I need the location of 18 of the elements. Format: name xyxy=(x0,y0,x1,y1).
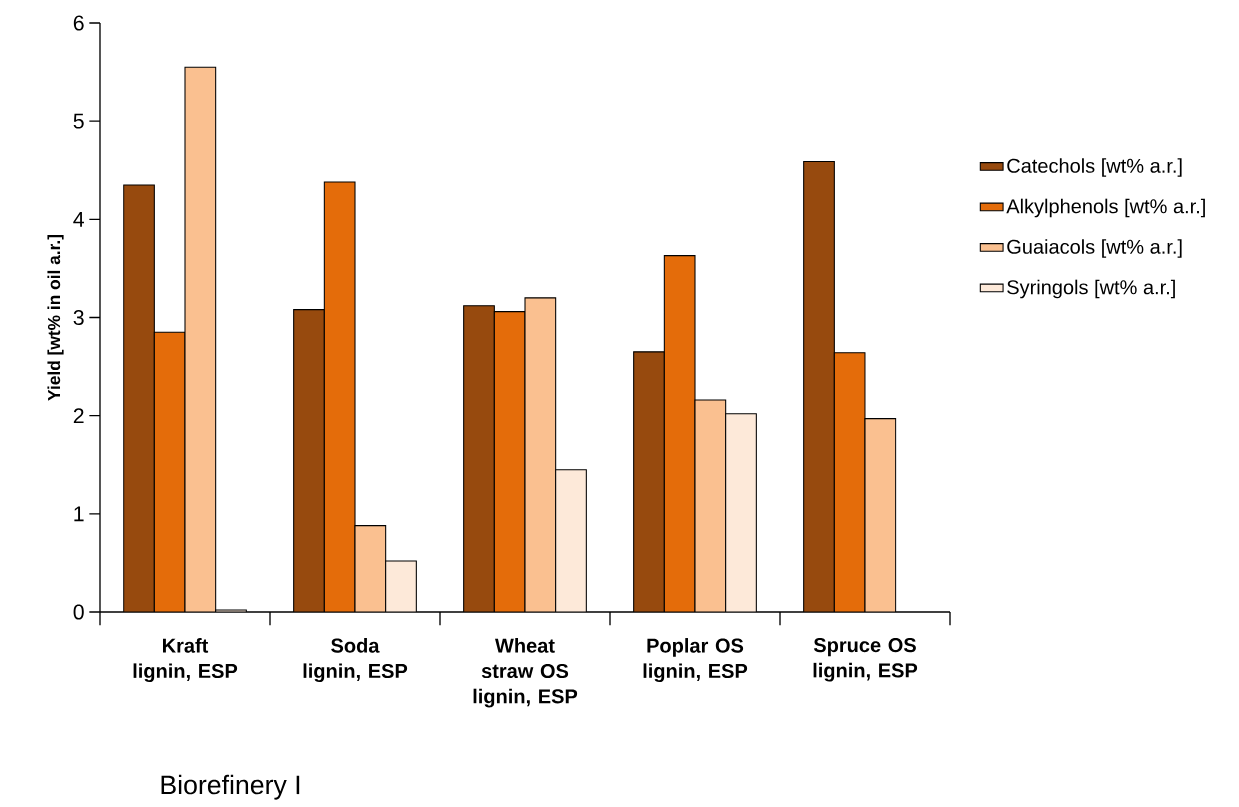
y-tick-label: 0 xyxy=(73,604,84,620)
x-tick-label: Spruce OS lignin, ESP xyxy=(813,638,918,682)
x-tick-label: Soda lignin, ESP xyxy=(303,638,408,683)
y-axis-title: Yield [wt% in oil a.r.] xyxy=(47,234,64,401)
legend-label: Catechols [wt% a.r.] xyxy=(1007,158,1182,177)
x-tick-label: Kraft lignin, ESP xyxy=(133,638,238,683)
x-tick-label: Wheat straw OS lignin, ESP xyxy=(473,638,578,708)
legend-label: Syringols [wt% a.r.] xyxy=(1007,279,1175,299)
legend-label: Guaiacols [wt% a.r.] xyxy=(1007,239,1182,258)
y-tick-label: 1 xyxy=(74,506,84,522)
x-tick-label: Poplar OS lignin, ESP xyxy=(643,638,748,683)
y-tick-label: 3 xyxy=(73,309,84,326)
y-tick-label: 6 xyxy=(73,15,84,31)
y-tick-label: 5 xyxy=(73,113,84,129)
y-tick-label: 2 xyxy=(73,408,84,424)
legend-label: Alkylphenols [wt% a.r.] xyxy=(1006,198,1205,218)
text: Biorefinery I xyxy=(161,774,300,800)
y-tick-label: 4 xyxy=(73,211,84,227)
